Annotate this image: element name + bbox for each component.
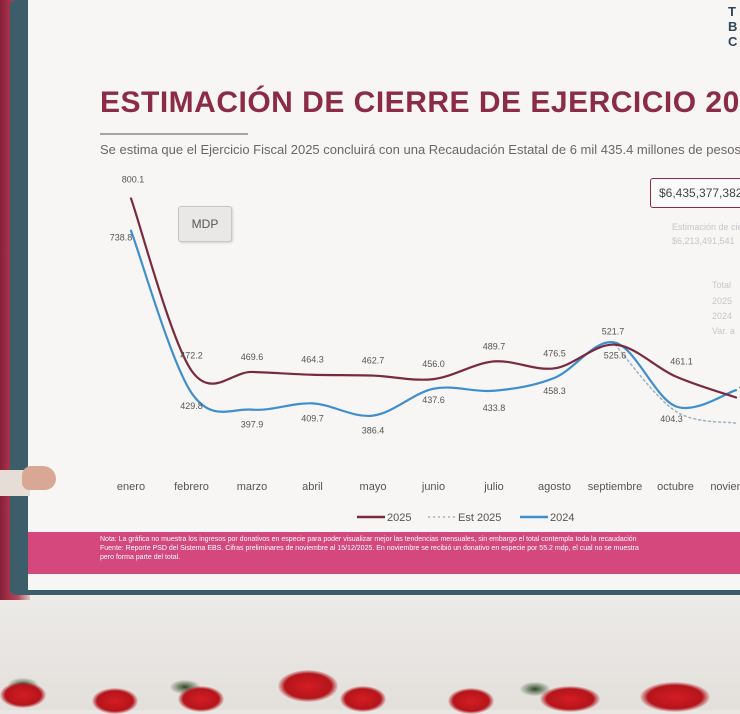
data-label-2024: 409.7	[301, 413, 324, 423]
footnote-line: Fuente: Reporte PSD del Sistema EBS. Cif…	[100, 545, 639, 552]
faint-annotation: $6,213,491,541	[672, 236, 735, 246]
footnote-line: pero forma parte del total.	[100, 554, 181, 561]
data-label-2024: 429.8	[180, 401, 203, 411]
presenter-hand	[22, 466, 56, 490]
data-label-2024: 433.8	[483, 403, 506, 413]
footnote: Nota: La gráfica no muestra los ingresos…	[100, 535, 740, 562]
x-tick-label: junio	[421, 481, 445, 493]
faint-annotation: Estimación de cierre	[672, 222, 740, 232]
logo: T B C	[728, 4, 738, 49]
x-tick-label: marzo	[237, 481, 268, 493]
poinsettia	[448, 688, 494, 714]
data-label-2025: 476.5	[543, 348, 566, 358]
faint-annotation: 2024	[712, 311, 733, 321]
x-tick-label: noviembre	[710, 481, 740, 493]
footnote-line: Nota: La gráfica no muestra los ingresos…	[100, 536, 637, 543]
data-label-2025: 489.7	[483, 341, 506, 351]
series-line-est-2025	[614, 343, 737, 424]
series-line-2024	[129, 229, 738, 417]
slide-title: ESTIMACIÓN DE CIERRE DE EJERCICIO 2025	[100, 86, 740, 119]
poinsettia	[92, 688, 138, 714]
poinsettia	[178, 686, 224, 712]
poinsettia	[640, 682, 710, 712]
data-label-2025: 472.2	[180, 351, 203, 361]
data-label-2024: 458.3	[543, 386, 566, 396]
data-label-2024: 525.6	[604, 351, 627, 361]
data-label-2024: 404.3	[660, 414, 683, 424]
line-chart: 800.1 472.2 469.6 464.3 462.7 456.0 489.7 476.5…	[110, 174, 740, 524]
legend-label: 2025	[387, 512, 411, 524]
data-label-2025: 461.1	[670, 356, 693, 366]
poinsettia	[340, 686, 386, 712]
x-tick-label: julio	[483, 481, 504, 493]
x-tick-label: octubre	[657, 481, 694, 493]
poinsettia	[540, 686, 600, 712]
data-label-2024: 738.8	[110, 233, 133, 243]
unit-badge: MDP	[178, 206, 232, 242]
footnote-band	[28, 532, 740, 574]
x-tick-label: enero	[117, 481, 145, 493]
data-label-2025: 469.6	[241, 352, 264, 362]
total-estimate-box: $6,435,377,382	[650, 178, 740, 208]
data-label-2024: 437.6	[422, 395, 445, 405]
presentation-screen: T B C ESTIMACIÓN DE CIERRE DE EJERCICIO …	[28, 0, 740, 590]
faint-annotation: Total	[712, 280, 732, 290]
legend-label: 2024	[550, 512, 574, 524]
x-tick-label: septiembre	[588, 481, 642, 493]
data-label-2025: 464.3	[301, 355, 324, 365]
data-label-2025: 456.0	[422, 359, 445, 369]
x-tick-label: abril	[302, 481, 323, 493]
series-line-2025	[129, 197, 738, 399]
x-tick-label: mayo	[360, 481, 387, 493]
data-label-2024: 386.4	[362, 426, 385, 436]
poinsettia	[0, 682, 46, 708]
x-tick-label: febrero	[174, 481, 209, 493]
data-label-2024: 397.9	[241, 420, 264, 430]
stage-floor	[0, 600, 740, 714]
data-label-2025: 800.1	[122, 174, 145, 184]
data-label-2025: 521.7	[602, 327, 625, 337]
legend-label: Est 2025	[458, 512, 501, 524]
faint-annotation: Var. a	[712, 326, 735, 336]
x-tick-label: agosto	[538, 481, 571, 493]
data-label-2025: 42	[739, 381, 740, 391]
title-divider	[100, 133, 248, 135]
faint-annotation: 2025	[712, 296, 733, 306]
slide-subtitle: Se estima que el Ejercicio Fiscal 2025 c…	[100, 142, 740, 157]
poinsettia	[278, 670, 338, 702]
data-label-2025: 462.7	[362, 356, 385, 366]
